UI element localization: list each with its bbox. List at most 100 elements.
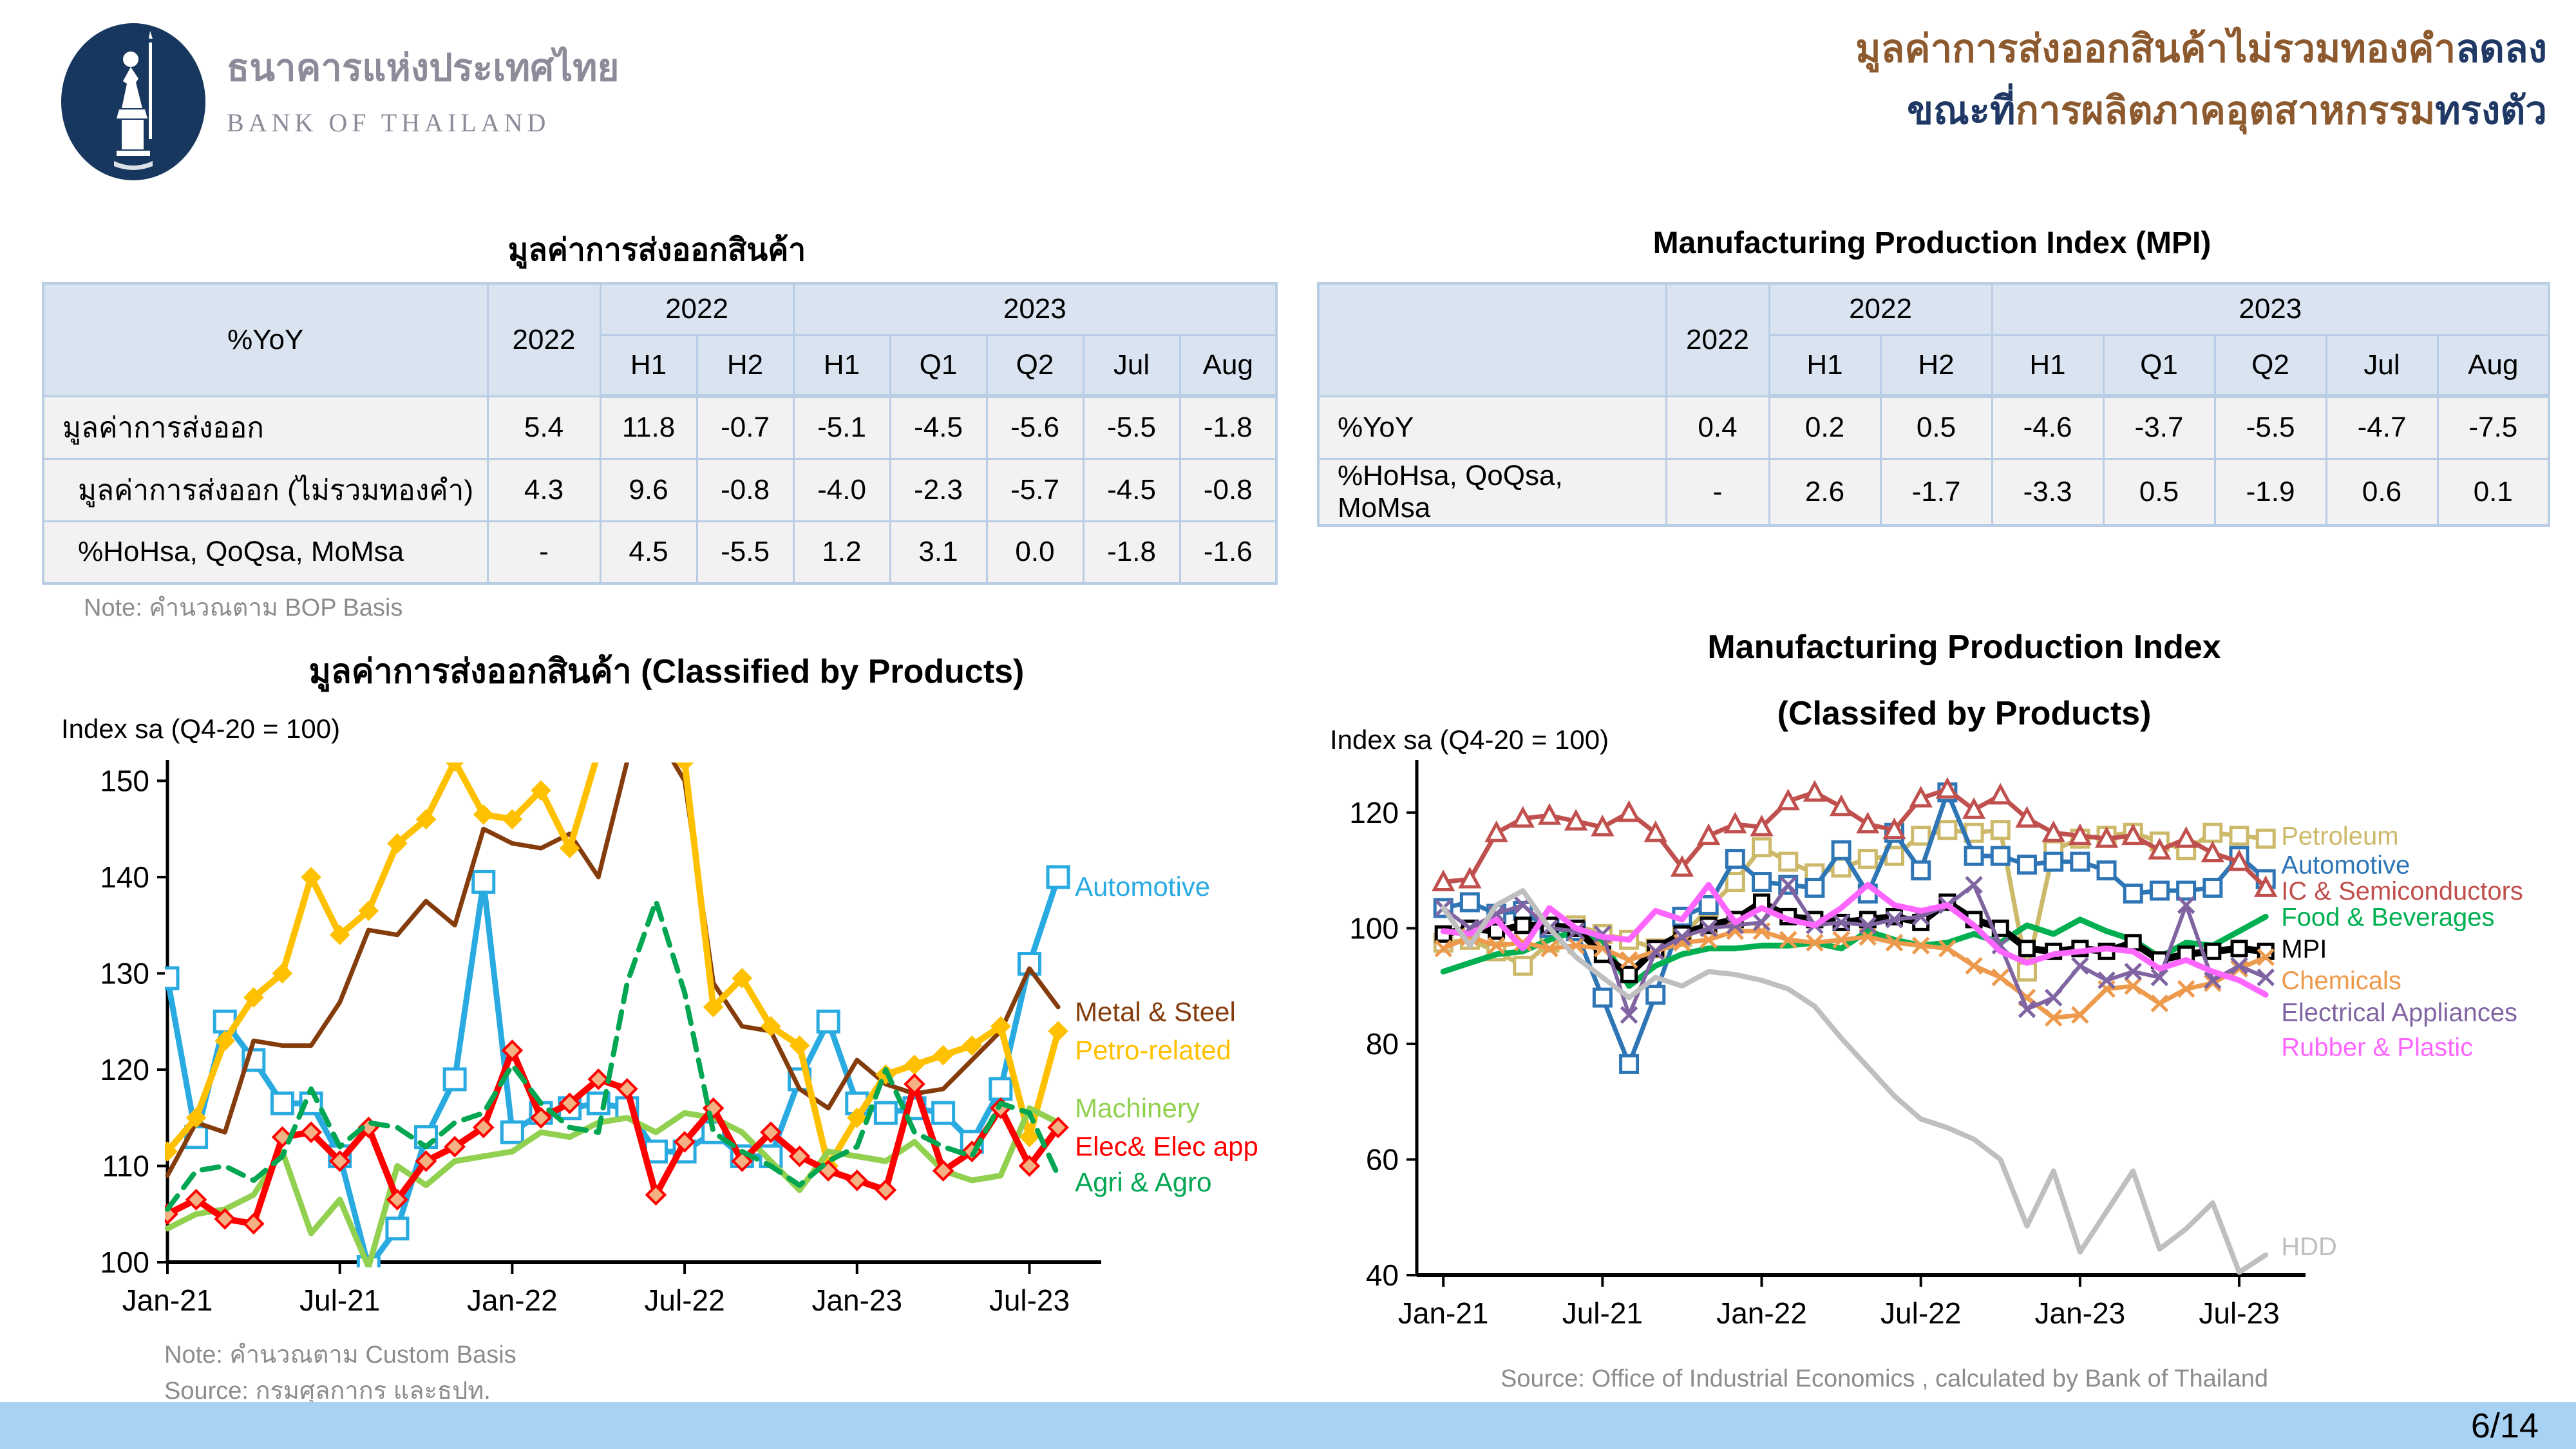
- table-col-header: Jul: [1082, 334, 1181, 398]
- mpi-table: 2022 2022 2023 H1 H2 H1 Q1 Q2 Jul Aug %YoY 0.4 0.2 0.…: [1317, 282, 2551, 527]
- x-axis-tick-label: Jan-21: [122, 1283, 213, 1317]
- table-col-header: H1: [1768, 334, 1882, 398]
- table-cell: -0.8: [696, 457, 795, 522]
- table-row: %HoHsa, QoQsa, MoMsa -4.5 -5.5 1.2 3.1 0.0 -1.…: [42, 520, 1278, 585]
- table-cell: -: [1665, 457, 1770, 526]
- table-row-label: %HoHsa, QoQsa, MoMsa: [1317, 457, 1667, 526]
- table-row-label: %YoY: [1317, 395, 1667, 460]
- mpi-chart-title-line1: Manufacturing Production Index: [1707, 629, 2221, 666]
- table-cell: 0.0: [985, 520, 1084, 585]
- slide-title-line1: มูลค่าการส่งออกสินค้าไม่รวมทองคำลดลง: [1855, 18, 2547, 80]
- slide-title-segment: ทรงตัว: [2435, 89, 2547, 132]
- export-chart-title: มูลค่าการส่งออกสินค้า (Classified by Pro…: [308, 653, 1025, 690]
- series-ic-semiconductors: [1432, 777, 2278, 897]
- table-cell: 2.6: [1768, 457, 1882, 526]
- table-cell: -4.0: [792, 457, 891, 522]
- table-cell: -5.6: [985, 395, 1084, 460]
- export-table: %YoY 2022 2022 2023 H1 H2 H1 Q1 Q2 Jul Aug มูลค่ากา…: [42, 282, 1278, 585]
- series-label: Petro-related: [1075, 1035, 1231, 1065]
- x-axis-tick-label: Jul-23: [2199, 1296, 2279, 1330]
- table-cell: 0.5: [2102, 457, 2216, 526]
- table-cell: 0.4: [1665, 395, 1770, 460]
- y-axis-tick-label: 60: [1366, 1142, 1399, 1176]
- export-chart-ylabel: Index sa (Q4-20 = 100): [61, 714, 341, 744]
- y-axis-tick-label: 110: [102, 1149, 149, 1182]
- x-axis-tick-label: Jul-22: [1880, 1296, 1961, 1330]
- slide-title-segment: ลดลง: [2456, 27, 2547, 70]
- table-group-header: 2023: [792, 282, 1278, 336]
- table-cell: -: [486, 520, 601, 585]
- slide-title: มูลค่าการส่งออกสินค้าไม่รวมทองคำลดลง ขณะ…: [1855, 18, 2547, 142]
- table-cell: 0.6: [2325, 457, 2439, 526]
- slide-title-segment: ขณะที่: [1907, 89, 2016, 132]
- series-label: Elec& Elec app: [1075, 1132, 1258, 1162]
- x-axis-tick-label: Jan-22: [1716, 1296, 1807, 1330]
- table-cell: 4.5: [599, 520, 698, 585]
- table-col-header: H2: [1879, 334, 1993, 398]
- y-axis-tick-label: 130: [100, 956, 149, 990]
- series-label: Automotive: [1075, 871, 1210, 902]
- table-cell: -3.7: [2102, 395, 2216, 460]
- x-axis-tick-label: Jul-22: [644, 1283, 724, 1317]
- export-chart-source: Source: กรมศุลกากร และธปท.: [164, 1378, 491, 1405]
- series-label: Rubber & Plastic: [2281, 1033, 2473, 1061]
- table-row: %YoY 0.4 0.2 0.5 -4.6 -3.7 -5.5 -4.7 -7.5: [1317, 395, 2550, 460]
- series-label: Agri & Agro: [1075, 1167, 1211, 1197]
- table-row-label: %HoHsa, QoQsa, MoMsa: [42, 520, 489, 585]
- table-cell: -4.5: [889, 395, 988, 460]
- y-axis-tick-label: 120: [100, 1053, 149, 1086]
- table-corner-cell: [1317, 282, 1667, 397]
- series-elec-elec-app: [165, 1039, 1069, 1235]
- mpi-chart-title-line2: (Classifed by Products): [1777, 695, 2152, 732]
- table-year-header: 2022: [1665, 282, 1770, 397]
- table-group-header: 2022: [599, 282, 795, 336]
- bank-name-eng: BANK OF THAILAND: [227, 108, 551, 137]
- series-label: Chemicals: [2281, 967, 2401, 995]
- series-label: Machinery: [1075, 1093, 1200, 1123]
- table-col-header: Aug: [1179, 334, 1278, 398]
- mpi-products-chart: 40 60 80 100 120 Jan-21 Jul-21 Jan-22 Jul-22 Jan-…: [1349, 760, 2523, 1330]
- table-cell: 0.5: [1879, 395, 1993, 460]
- x-axis-tick-label: Jul-21: [1562, 1296, 1643, 1330]
- series-petro-related: [165, 762, 1068, 1177]
- series-label: Food & Beverages: [2281, 903, 2494, 931]
- series-hdd: [1441, 888, 2269, 1275]
- table-cell: 1.2: [792, 520, 891, 585]
- bank-name-block: ธนาคารแห่งประเทศไทย BANK OF THAILAND: [227, 37, 619, 138]
- table-cell: -1.8: [1179, 395, 1278, 460]
- table-group-header: 2022: [1768, 282, 1993, 336]
- table-year-header: 2022: [486, 282, 601, 397]
- table-cell: 3.1: [889, 520, 988, 585]
- table-cell: -3.3: [1991, 457, 2105, 526]
- series-agri-agro: [165, 898, 1061, 1212]
- series-label: Metal & Steel: [1075, 996, 1236, 1027]
- y-axis-tick-label: 100: [100, 1245, 149, 1279]
- table-col-header: H2: [696, 334, 795, 398]
- series-label: MPI: [2281, 935, 2327, 963]
- table-cell: -5.7: [985, 457, 1084, 522]
- table-cell: -0.8: [1179, 457, 1278, 522]
- table-corner-cell: %YoY: [42, 282, 489, 397]
- table-cell: 5.4: [486, 395, 601, 460]
- table-col-header: H1: [792, 334, 891, 398]
- export-table-note: Note: คำนวณตาม BOP Basis: [84, 594, 403, 621]
- y-axis-tick-label: 40: [1366, 1258, 1399, 1292]
- mpi-chart-source: Source: Office of Industrial Economics ,…: [1501, 1365, 2269, 1392]
- table-cell: -1.9: [2213, 457, 2327, 526]
- table-cell: 0.1: [2436, 457, 2550, 526]
- table-row-label: มูลค่าการส่งออก: [42, 395, 489, 460]
- footer-bar: [0, 1402, 2576, 1449]
- table-row-label: มูลค่าการส่งออก (ไม่รวมทองคำ): [42, 457, 489, 522]
- table-row: %HoHsa, QoQsa, MoMsa -2.6 -1.7 -3.3 0.5 -1.9 0…: [1317, 457, 2550, 526]
- table-cell: 9.6: [599, 457, 698, 522]
- table-cell: -5.1: [792, 395, 891, 460]
- slide-title-segment: มูลค่าการส่งออกสินค้าไม่รวมทองคำ: [1855, 27, 2456, 70]
- table-cell: -4.6: [1991, 395, 2105, 460]
- table-col-header: H1: [1991, 334, 2105, 398]
- y-axis-tick-label: 100: [1349, 911, 1399, 945]
- table-col-header: Q1: [2102, 334, 2216, 398]
- page-number: 6/14: [2470, 1406, 2539, 1445]
- table-cell: -1.6: [1179, 520, 1278, 585]
- series-label: Electrical Appliances: [2281, 999, 2517, 1027]
